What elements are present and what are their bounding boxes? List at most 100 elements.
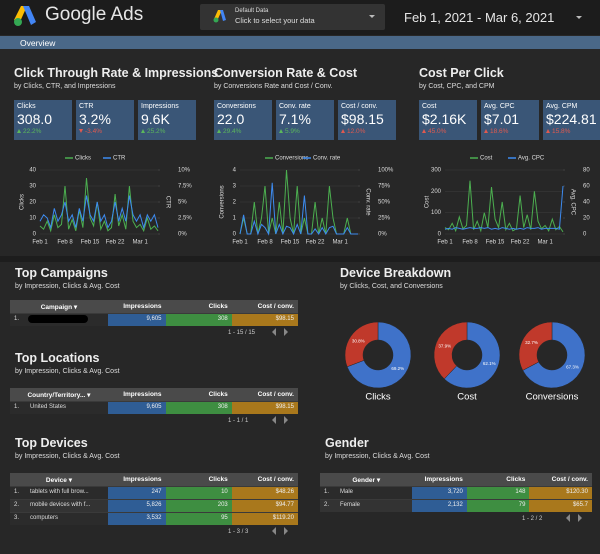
column-header[interactable]: Clicks: [506, 476, 526, 483]
page-next[interactable]: [284, 527, 288, 535]
cell-value: $119.20: [272, 515, 294, 521]
cell-bg: [107, 487, 166, 499]
pagination: 1 - 3 / 3: [228, 529, 249, 535]
x-tick-label: Feb 1: [232, 240, 248, 246]
data-source-icon: [213, 10, 226, 23]
column-header[interactable]: Cost / conv.: [551, 476, 588, 483]
cell-bg: [231, 513, 298, 525]
column-header[interactable]: Device: [10, 476, 108, 484]
cell-value: 2,132: [447, 502, 463, 508]
y2-tick-label: 20: [583, 216, 590, 222]
delta-text: 15.8%: [552, 128, 571, 135]
delta-text: 18.6%: [490, 128, 509, 135]
column-header[interactable]: Clicks: [208, 476, 228, 483]
column-header[interactable]: Clicks: [208, 391, 228, 398]
table: Gender Impressions Clicks Cost / conv. 1. Mal…: [320, 473, 592, 512]
cell-bg: [231, 314, 298, 326]
series-line: [39, 195, 159, 230]
page-prev[interactable]: [272, 527, 276, 535]
row-label: Female: [340, 502, 361, 508]
pie-slice: [518, 321, 553, 371]
column-header[interactable]: Country/Territory...: [10, 391, 108, 399]
pie-slice: [443, 321, 501, 389]
data-source-subtitle: Click to select your data: [235, 16, 315, 25]
date-caret: [576, 16, 582, 19]
delta-text: 5.9%: [285, 128, 300, 135]
page-prev[interactable]: [272, 328, 276, 336]
page-prev[interactable]: [272, 416, 276, 424]
y-tick-label: 0: [438, 232, 442, 238]
cell-value: 3,720: [447, 489, 463, 495]
kpi-value: 7.1%: [279, 111, 311, 127]
trend-arrow: [141, 129, 145, 134]
cell-bg: [466, 500, 530, 512]
row-index: 2.: [324, 502, 330, 508]
column-header[interactable]: Clicks: [208, 303, 228, 310]
trend-arrow: [217, 129, 221, 134]
row-label: tablets with full brow...: [30, 489, 89, 495]
slice-label: 67.3%: [566, 365, 579, 370]
section-title: Conversion Rate & Cost: [214, 66, 358, 80]
y2-axis-title: CTR: [164, 196, 170, 209]
kpi-card: [76, 100, 134, 140]
pagination: 1 - 1 / 1: [228, 418, 249, 424]
section-subtitle: by Impression, Clicks & Avg. Cost: [15, 368, 120, 375]
column-header[interactable]: Impressions: [123, 303, 162, 310]
x-tick-label: Feb 15: [486, 240, 505, 246]
tab[interactable]: Overview: [20, 38, 56, 48]
trend-arrow: [484, 129, 488, 134]
y2-tick-label: 80: [583, 168, 590, 174]
page-next[interactable]: [284, 416, 288, 424]
kpi-delta: 22.2%: [17, 128, 41, 135]
cell-bg: [466, 487, 530, 499]
section-subtitle: by Clicks, Cost, and Conversions: [340, 283, 443, 290]
pagination: 1 - 15 / 15: [228, 330, 256, 336]
kpi-label: Impressions: [141, 103, 179, 110]
x-tick-label: Feb 1: [32, 240, 48, 246]
y-tick-label: 40: [29, 168, 36, 174]
cell-value: 79: [518, 502, 526, 508]
y2-tick-label: 10%: [178, 168, 191, 174]
column-header[interactable]: Impressions: [123, 391, 162, 398]
x-tick-label: Feb 22: [306, 240, 325, 246]
column-header[interactable]: Campaign: [10, 303, 108, 311]
x-tick-label: Feb 8: [57, 240, 73, 246]
y2-tick-label: 2.5%: [178, 216, 192, 222]
column-header[interactable]: Gender: [320, 476, 412, 484]
y-tick-label: 0: [233, 232, 237, 238]
section-title: Top Devices: [15, 436, 88, 450]
kpi-label: Cost / conv.: [341, 103, 378, 110]
kpi-card: [481, 100, 539, 140]
kpi-delta: 12.0%: [341, 128, 365, 135]
section-title: Device Breakdown: [340, 266, 452, 280]
legend-label: Cost: [480, 156, 493, 162]
column-header[interactable]: Cost / conv.: [257, 476, 294, 483]
y-tick-label: 0: [33, 232, 37, 238]
row-label: mobile devices with f...: [30, 502, 91, 508]
cell-value: 10: [221, 489, 228, 495]
column-header[interactable]: Impressions: [424, 476, 463, 483]
kpi-label: Clicks: [17, 103, 36, 110]
cell-bg: [107, 513, 166, 525]
page-next[interactable]: [284, 328, 288, 336]
data-source-selector[interactable]: [200, 4, 385, 30]
cell-bg: [165, 402, 232, 414]
y-tick-label: 3: [233, 184, 237, 190]
kpi-value: $7.01: [484, 111, 520, 127]
cell-bg: [107, 500, 166, 512]
y2-tick-label: 0: [583, 232, 587, 238]
page-next[interactable]: [578, 514, 582, 522]
column-header[interactable]: Cost / conv.: [257, 303, 294, 310]
column-header[interactable]: Cost / conv.: [257, 391, 294, 398]
kpi-delta: -3.4%: [79, 128, 102, 135]
kpi-value: 3.2%: [79, 111, 111, 127]
section-subtitle: by Clicks, CTR, and Impressions: [14, 83, 116, 90]
cell-bg: [165, 513, 232, 525]
kpi-card: [138, 100, 196, 140]
table: Device Impressions Clicks Cost / conv. 1. tab…: [10, 473, 298, 525]
kpi-value: 9.6K: [141, 111, 170, 127]
date-range[interactable]: Feb 1, 2021 - Mar 6, 2021: [404, 10, 555, 25]
delta-text: 25.2%: [147, 128, 166, 135]
page-prev[interactable]: [566, 514, 570, 522]
column-header[interactable]: Impressions: [123, 476, 162, 483]
